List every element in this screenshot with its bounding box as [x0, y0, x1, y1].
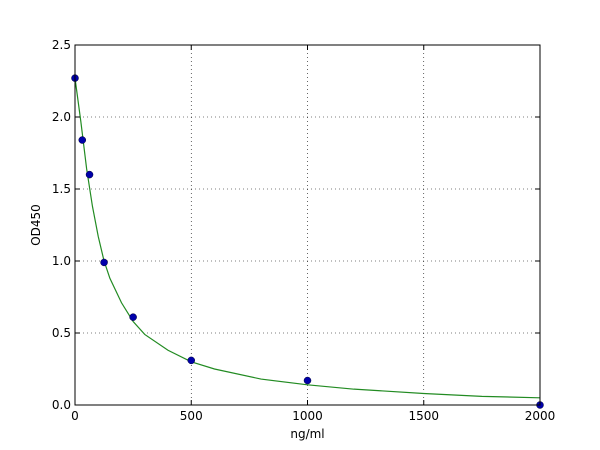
data-point	[85, 170, 94, 179]
data-point	[78, 136, 87, 144]
x-tick-label: 1000	[292, 409, 323, 423]
x-tick-label: 1500	[408, 409, 439, 423]
data-point	[303, 376, 312, 385]
y-tick-label: 2.5	[52, 38, 71, 52]
data-point	[129, 313, 137, 321]
fit-curve-layer	[74, 78, 541, 399]
axis-ticks	[74, 44, 541, 406]
x-tick-label: 0	[71, 409, 79, 423]
y-tick-label: 1.5	[52, 182, 71, 196]
y-tick-label: 2.0	[52, 110, 71, 124]
data-point	[100, 258, 108, 267]
tick-labels: 0 500 1000 1500 2000 0.0 0.5 1.0 1.5 2.0 2.5	[52, 38, 555, 423]
grid-lines	[75, 45, 540, 405]
fit-curve	[74, 78, 541, 399]
x-tick-label: 2000	[525, 409, 556, 423]
y-axis-title: OD450	[29, 204, 43, 246]
y-tick-label: 0.5	[52, 326, 71, 340]
data-point	[187, 356, 195, 365]
y-tick-label: 0.0	[52, 398, 71, 412]
x-axis-title: ng/ml	[290, 427, 324, 441]
y-tick-label: 1.0	[52, 254, 71, 268]
x-tick-label: 500	[180, 409, 203, 423]
